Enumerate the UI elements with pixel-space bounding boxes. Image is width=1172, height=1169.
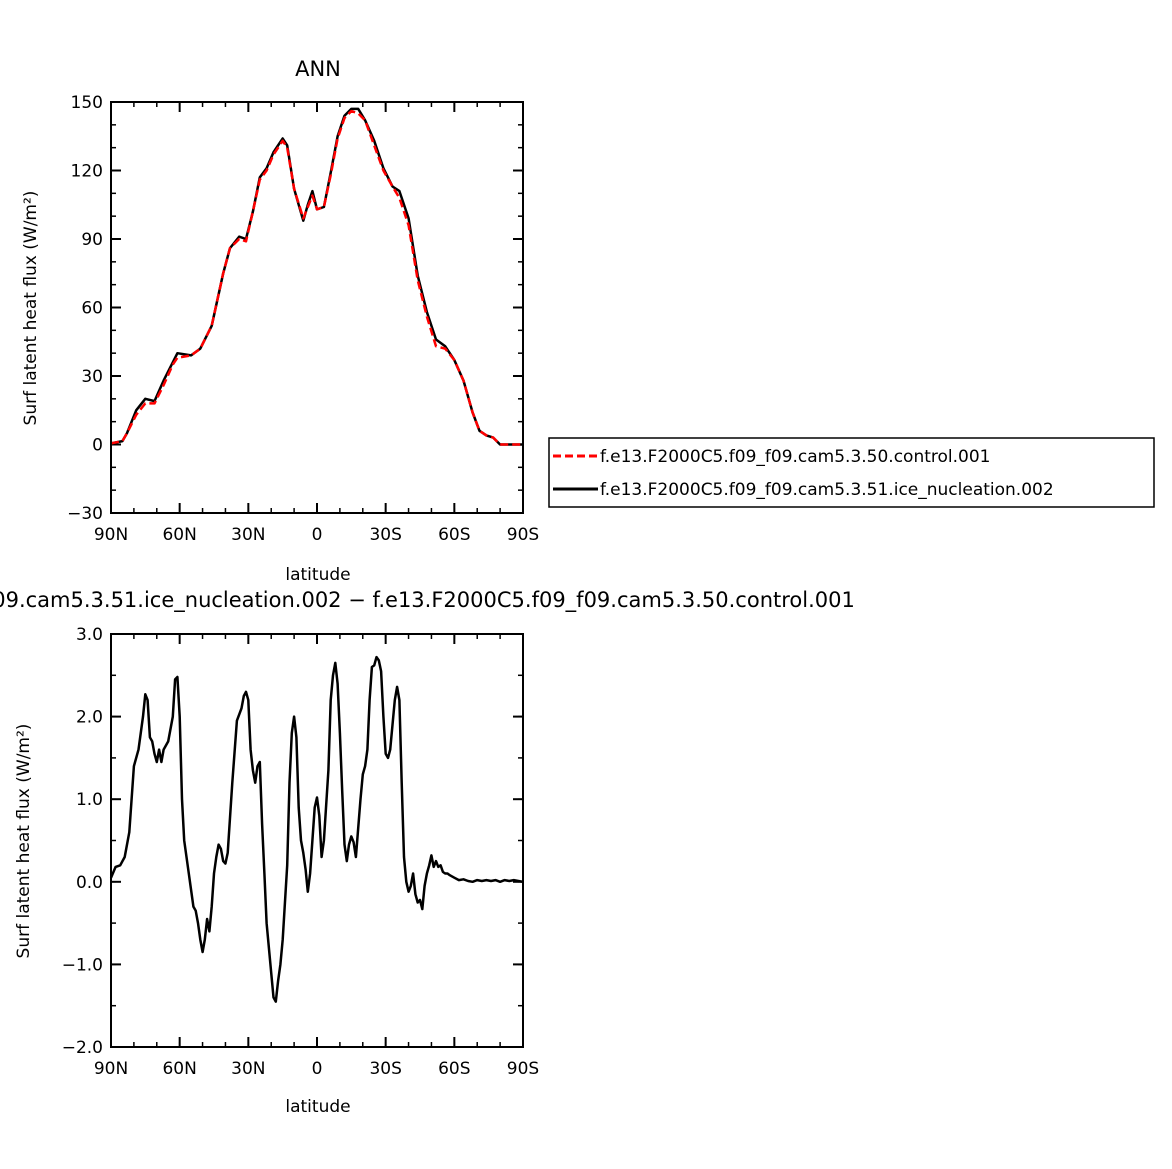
top-series-line-1 [110,107,523,446]
bottom-x-tick-label: 30N [231,1059,265,1079]
bottom-plot-frame [110,633,524,1048]
top-x-tick-label: 90N [94,525,128,545]
top-x-tick-label: 60N [162,525,196,545]
top-y-tick-label: 150 [71,93,103,113]
top-x-tick-label: 60S [438,525,470,545]
legend-label-ice-nucleation: f.e13.F2000C5.f09_f09.cam5.3.51.ice_nucl… [600,480,1054,500]
bottom-y-tick-label: −2.0 [62,1038,103,1058]
top-y-tick-label: −30 [67,504,103,524]
top-x-tick-label: 0 [312,525,323,545]
bottom-x-tick-label: 60S [438,1059,470,1079]
bottom-series-line-0 [109,655,524,1003]
top-plot-frame [110,101,524,514]
bottom-y-tick-label: 0.0 [76,873,103,893]
bottom-y-tick-label: 3.0 [76,625,103,645]
top-x-tick-label: 30S [369,525,401,545]
top-y-tick-label: 30 [81,367,103,387]
bottom-ylabel: Surf latent heat flux (W/m²) [14,724,34,959]
top-y-tick-label: 90 [81,230,103,250]
top-y-tick-label: 120 [71,162,103,182]
bottom-xlabel: latitude [285,1097,350,1117]
bottom-y-tick-label: 1.0 [76,790,103,810]
top-xlabel: latitude [285,565,350,585]
bottom-y-tick-label: −1.0 [62,955,103,975]
top-x-tick-label: 90S [507,525,539,545]
bottom-y-tick-label: 2.0 [76,708,103,728]
top-y-tick-label: 0 [92,436,103,456]
top-series-line-0 [110,109,523,446]
bottom-panel: f.e13.F2000C5.f09_f09.cam5.3.51.ice_nucl… [0,588,855,1117]
top-ylabel: Surf latent heat flux (W/m²) [21,191,41,426]
top-x-tick-label: 30N [231,525,265,545]
bottom-x-tick-label: 60N [162,1059,196,1079]
bottom-x-tick-label: 30S [369,1059,401,1079]
bottom-x-tick-label: 90N [94,1059,128,1079]
legend-box [548,437,1155,508]
bottom-x-tick-label: 0 [312,1059,323,1079]
legend-label-control: f.e13.F2000C5.f09_f09.cam5.3.50.control.… [600,447,991,467]
top-y-tick-label: 60 [81,299,103,319]
top-title: ANN [295,57,341,81]
bottom-x-tick-label: 90S [507,1059,539,1079]
bottom-title: f.e13.F2000C5.f09_f09.cam5.3.51.ice_nucl… [0,588,855,613]
top-panel: ANN Surf latent heat flux (W/m²) latitud… [21,57,539,585]
legend: f.e13.F2000C5.f09_f09.cam5.3.50.control.… [548,437,1155,508]
